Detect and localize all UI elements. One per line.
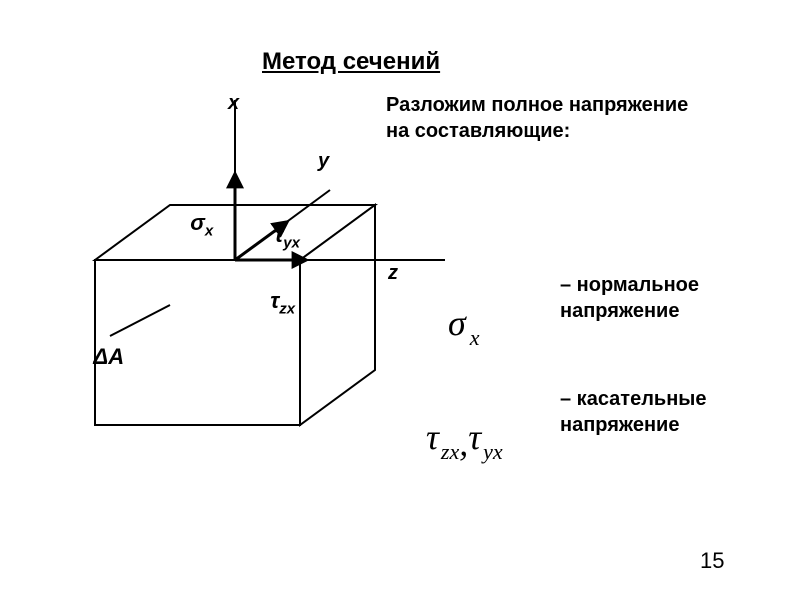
shear-text-line1: – касательные: [560, 388, 707, 411]
page-title: Метод сечений: [262, 48, 440, 76]
axis-y-label: у: [318, 150, 329, 173]
axis-x-label: x: [228, 92, 239, 115]
sigma-symbol: σx: [430, 260, 476, 344]
delta-a-label: ΔA: [82, 318, 124, 370]
subtitle-line1: Разложим полное напряжение: [386, 94, 688, 117]
subtitle-line2: на составляющие:: [386, 120, 570, 143]
sigma-x-label: σx: [178, 184, 213, 239]
axis-z-label: z: [388, 262, 398, 285]
tau-symbols: τzx,τyx: [408, 374, 501, 458]
normal-text-line2: напряжение: [560, 300, 679, 323]
tau-zx-label: τzx: [258, 262, 295, 317]
tau-yx-label: τyx: [262, 196, 300, 251]
page-number: 15: [700, 548, 724, 574]
normal-text-line1: – нормальное: [560, 274, 699, 297]
shear-text-line2: напряжение: [560, 414, 679, 437]
